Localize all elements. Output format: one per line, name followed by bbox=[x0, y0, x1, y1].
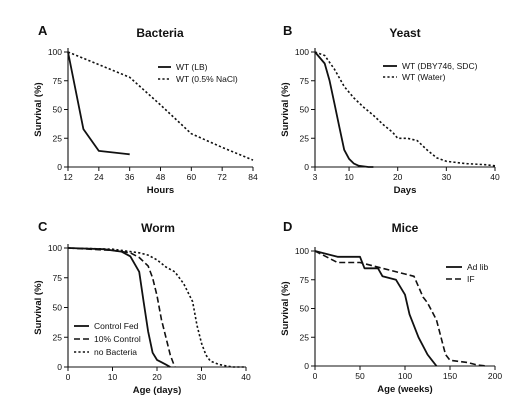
panel-a: A Bacteria 0 25 50 75 100 12 24 36 48 60 72 84 Hours Su… bbox=[33, 23, 258, 196]
x-tick-label: 30 bbox=[197, 372, 207, 382]
chart-title: Worm bbox=[141, 221, 175, 235]
x-tick-label: 200 bbox=[488, 371, 502, 381]
chart-title: Yeast bbox=[389, 26, 420, 40]
chart-title: Mice bbox=[392, 221, 419, 235]
x-tick-label: 150 bbox=[443, 371, 457, 381]
x-tick-label: 0 bbox=[313, 371, 318, 381]
x-tick-label: 24 bbox=[94, 172, 104, 182]
y-tick-label: 25 bbox=[53, 133, 63, 143]
panel-c: C Worm 0 25 50 75 100 0 10 20 30 40 Age (days) Surviv… bbox=[33, 219, 251, 396]
x-axis-label: Age (days) bbox=[133, 385, 182, 396]
x-tick-label: 0 bbox=[66, 372, 71, 382]
panel-letter: B bbox=[283, 23, 292, 38]
legend-label: no Bacteria bbox=[94, 347, 137, 357]
x-tick-label: 48 bbox=[156, 172, 166, 182]
x-tick-label: 40 bbox=[241, 372, 251, 382]
x-tick-label: 36 bbox=[125, 172, 135, 182]
x-axis-label: Hours bbox=[147, 185, 174, 196]
y-tick-label: 50 bbox=[53, 105, 63, 115]
x-tick-label: 30 bbox=[442, 172, 452, 182]
x-tick-label: 50 bbox=[355, 371, 365, 381]
x-tick-label: 72 bbox=[217, 172, 227, 182]
y-tick-label: 25 bbox=[300, 133, 310, 143]
series-line-1 bbox=[314, 250, 438, 367]
y-tick-label: 0 bbox=[304, 361, 309, 371]
y-tick-label: 100 bbox=[48, 243, 62, 253]
y-tick-label: 25 bbox=[300, 332, 310, 342]
y-tick-label: 50 bbox=[53, 303, 63, 313]
x-axis-label: Days bbox=[394, 185, 417, 196]
panel-letter: D bbox=[283, 219, 292, 234]
series-line-1 bbox=[314, 51, 374, 168]
series-line-1 bbox=[67, 51, 130, 156]
legend-label: Ad lib bbox=[467, 262, 489, 272]
legend-label: WT (LB) bbox=[176, 62, 208, 72]
panel-b: B Yeast 0 25 50 75 100 3 10 20 30 40 Days Survival (%… bbox=[280, 23, 500, 196]
y-axis-label: Survival (%) bbox=[280, 82, 291, 136]
legend-label: WT (Water) bbox=[402, 72, 446, 82]
panel-letter: C bbox=[38, 219, 48, 234]
chart-title: Bacteria bbox=[136, 26, 184, 40]
x-tick-label: 20 bbox=[152, 372, 162, 382]
y-tick-label: 25 bbox=[53, 332, 63, 342]
series-line-2 bbox=[314, 51, 496, 167]
y-axis-label: Survival (%) bbox=[33, 280, 44, 334]
y-tick-label: 75 bbox=[53, 273, 63, 283]
legend-label: 10% Control bbox=[94, 334, 141, 344]
x-tick-label: 60 bbox=[187, 172, 197, 182]
series-line-2 bbox=[67, 247, 176, 368]
x-tick-label: 10 bbox=[108, 372, 118, 382]
y-tick-label: 50 bbox=[300, 105, 310, 115]
x-tick-label: 3 bbox=[313, 172, 318, 182]
x-tick-label: 84 bbox=[248, 172, 258, 182]
legend: WT (LB) WT (0.5% NaCl) bbox=[158, 62, 238, 84]
y-tick-label: 50 bbox=[300, 304, 310, 314]
y-tick-label: 100 bbox=[48, 47, 62, 57]
y-tick-label: 0 bbox=[57, 362, 62, 372]
legend-label: WT (0.5% NaCl) bbox=[176, 74, 238, 84]
x-tick-label: 100 bbox=[398, 371, 412, 381]
y-tick-label: 0 bbox=[304, 162, 309, 172]
y-tick-label: 75 bbox=[300, 275, 310, 285]
series-line-2 bbox=[67, 51, 254, 161]
legend: Ad lib IF bbox=[446, 262, 489, 284]
legend-label: WT (DBY746, SDC) bbox=[402, 61, 478, 71]
x-axis-label: Age (weeks) bbox=[377, 384, 432, 395]
y-tick-label: 75 bbox=[300, 76, 310, 86]
legend-label: Control Fed bbox=[94, 321, 139, 331]
legend-label: IF bbox=[467, 274, 475, 284]
y-tick-label: 75 bbox=[53, 76, 63, 86]
y-axis-label: Survival (%) bbox=[280, 281, 291, 335]
x-tick-label: 12 bbox=[63, 172, 73, 182]
y-axis-label: Survival (%) bbox=[33, 82, 44, 136]
series-line-2 bbox=[314, 250, 487, 367]
legend: Control Fed 10% Control no Bacteria bbox=[74, 321, 141, 357]
y-tick-label: 100 bbox=[295, 246, 309, 256]
y-tick-label: 100 bbox=[295, 47, 309, 57]
panel-letter: A bbox=[38, 23, 48, 38]
x-tick-label: 10 bbox=[344, 172, 354, 182]
panel-d: D Mice 0 25 50 75 100 0 50 100 150 200 Age (weeks) Su… bbox=[280, 219, 502, 395]
y-tick-label: 0 bbox=[57, 162, 62, 172]
x-tick-label: 40 bbox=[490, 172, 500, 182]
x-tick-label: 20 bbox=[393, 172, 403, 182]
series-line-3 bbox=[67, 247, 246, 368]
legend: WT (DBY746, SDC)WT (Water) bbox=[383, 61, 478, 82]
